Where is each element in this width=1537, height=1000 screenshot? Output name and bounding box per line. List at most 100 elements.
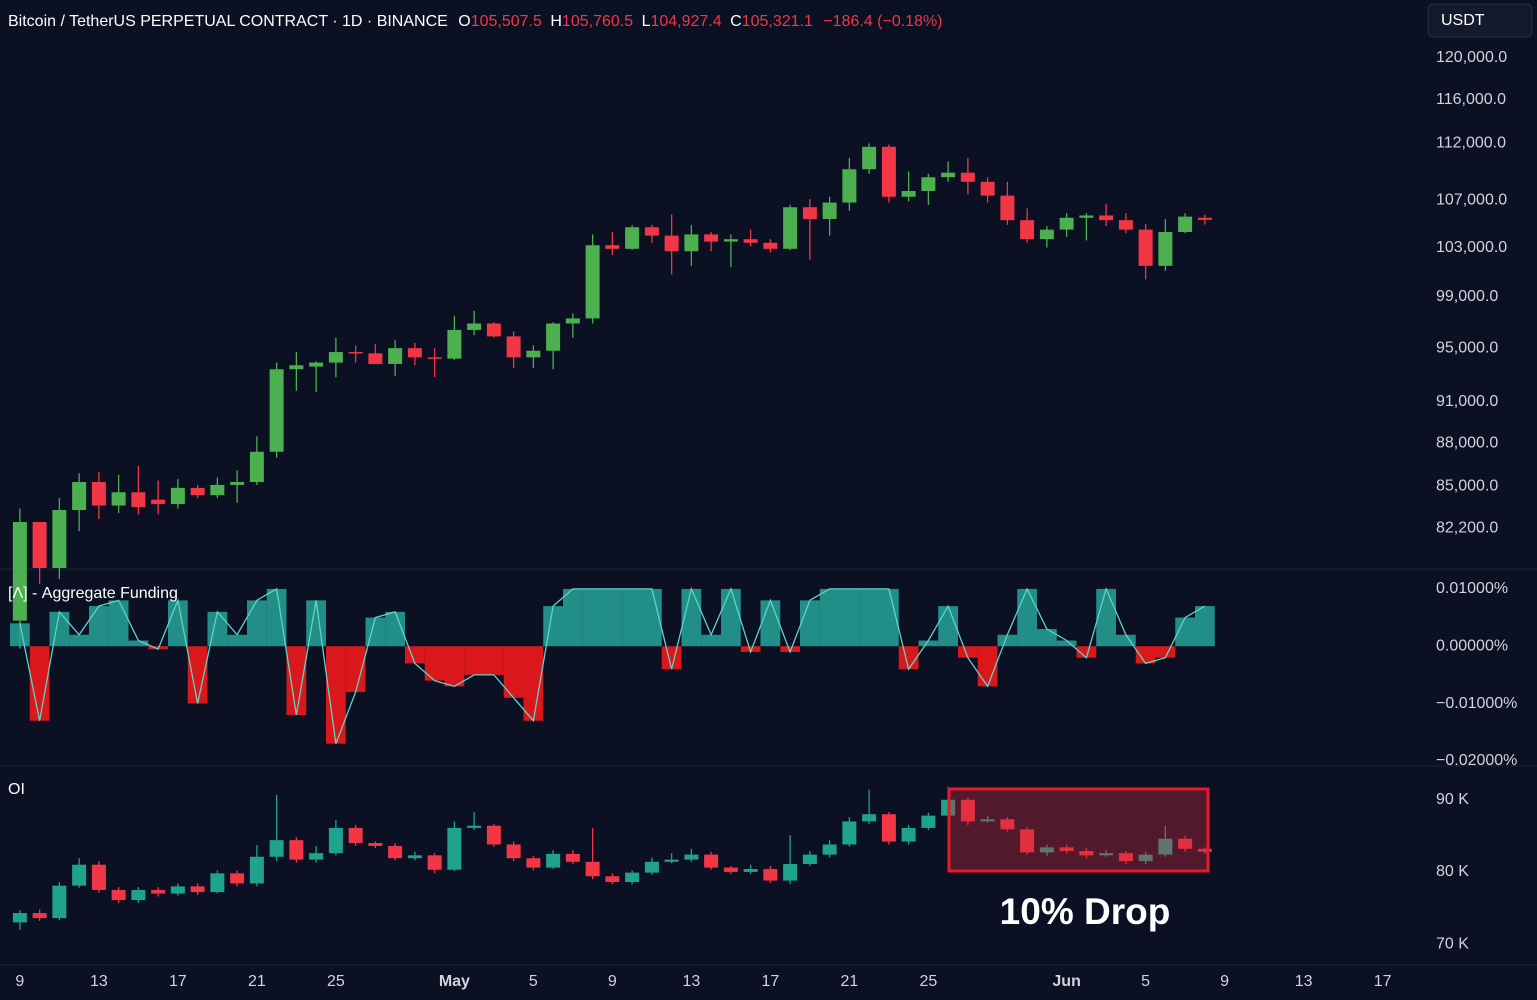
funding-bar xyxy=(977,646,998,687)
candle-body xyxy=(170,487,185,505)
funding-bar xyxy=(997,634,1018,647)
funding-bar xyxy=(800,600,820,647)
funding-bar xyxy=(780,646,800,652)
x-tick-label: Jun xyxy=(1052,973,1080,990)
x-tick-label: 17 xyxy=(1374,973,1392,990)
candle-body xyxy=(111,492,126,506)
candle-body xyxy=(743,869,758,872)
y-tick-label: 91,000.0 xyxy=(1436,393,1498,410)
candle-body xyxy=(822,202,837,219)
candle-body xyxy=(565,318,580,324)
currency-button[interactable] xyxy=(1427,3,1533,38)
header: Bitcoin / TetherUS PERPETUAL CONTRACT · … xyxy=(8,13,943,30)
y-tick-label: 88,000.0 xyxy=(1436,434,1498,451)
candle-body xyxy=(684,234,699,252)
currency-label[interactable]: USDT xyxy=(1441,12,1485,29)
x-tick-label: 17 xyxy=(169,973,187,990)
candle-body xyxy=(723,867,738,872)
candle-body xyxy=(546,323,561,351)
y-tick-label: 70 K xyxy=(1436,935,1469,952)
candle-body xyxy=(1059,217,1074,230)
candle-body xyxy=(526,858,541,868)
funding-bar xyxy=(958,646,978,658)
funding-bar xyxy=(108,600,129,647)
candle-body xyxy=(388,845,403,859)
y-tick-label: 0.00000% xyxy=(1436,637,1508,654)
candle-body xyxy=(52,510,67,568)
candle-body xyxy=(151,499,166,505)
x-tick-label: 5 xyxy=(529,973,538,990)
header-value: 105,507.5 xyxy=(471,13,542,30)
candle-body xyxy=(1197,848,1212,852)
candle-body xyxy=(269,840,284,857)
candle-body xyxy=(72,864,87,886)
y-tick-label: 107,000.0 xyxy=(1436,191,1507,208)
candle-body xyxy=(190,487,205,496)
header-key: C xyxy=(730,13,742,30)
candle-body xyxy=(230,482,245,485)
candle-body xyxy=(1059,847,1074,851)
y-tick-label: −0.01000% xyxy=(1436,695,1517,712)
candle-body xyxy=(486,825,501,845)
funding-bar xyxy=(1096,588,1116,647)
candle-body xyxy=(1039,229,1054,240)
header-key: H xyxy=(550,13,562,30)
candle-body xyxy=(723,239,738,242)
x-tick-label: 25 xyxy=(327,973,345,990)
candle-body xyxy=(842,821,857,845)
funding-bar xyxy=(721,588,741,647)
candle-body xyxy=(921,177,936,191)
funding-bar xyxy=(89,606,109,647)
funding-bar xyxy=(444,646,465,687)
candle-body xyxy=(32,913,47,919)
candle-body xyxy=(1099,853,1114,856)
funding-bar xyxy=(839,588,860,647)
x-tick-label: 21 xyxy=(840,973,858,990)
header-value: 104,927.4 xyxy=(650,13,721,30)
candle-body xyxy=(1079,215,1094,218)
candle-body xyxy=(625,227,640,249)
candle-body xyxy=(862,146,877,170)
candle-body xyxy=(1158,232,1173,266)
candle-body xyxy=(625,872,640,883)
candle-body xyxy=(980,819,995,822)
funding-bar xyxy=(503,646,524,698)
candle-body xyxy=(1138,229,1153,266)
candle-body xyxy=(901,190,916,197)
candle-body xyxy=(210,484,225,496)
funding-bar xyxy=(681,588,702,647)
candle-body xyxy=(960,172,975,182)
candle-body xyxy=(131,889,146,901)
candle-body xyxy=(230,873,245,884)
candle-body xyxy=(1118,853,1133,862)
y-tick-label: 0.01000% xyxy=(1436,580,1508,597)
candle-body xyxy=(546,853,561,868)
candle-body xyxy=(644,227,659,236)
funding-bar xyxy=(1076,646,1097,658)
candle-body xyxy=(131,492,146,508)
y-tick-label: 120,000.0 xyxy=(1436,49,1507,66)
funding-bar xyxy=(405,646,425,664)
candle-body xyxy=(269,369,284,452)
candle-body xyxy=(486,323,501,337)
funding-bar xyxy=(523,646,544,721)
funding-bar xyxy=(760,600,781,647)
funding-bar xyxy=(286,646,307,715)
x-tick-label: 13 xyxy=(1295,973,1313,990)
y-tick-label: −0.02000% xyxy=(1436,752,1517,769)
candle-body xyxy=(526,350,541,358)
y-tick-label: 116,000.0 xyxy=(1436,91,1506,108)
candle-body xyxy=(605,876,620,883)
funding-bar xyxy=(187,646,208,704)
funding-bar xyxy=(29,646,50,721)
funding-bar xyxy=(642,588,662,647)
y-tick-label: 95,000.0 xyxy=(1436,339,1498,356)
candle-body xyxy=(32,522,47,568)
funding-bar xyxy=(602,588,623,647)
funding-bar xyxy=(227,634,247,647)
funding-bar xyxy=(1135,646,1156,664)
funding-bar xyxy=(1017,588,1037,647)
candle-body xyxy=(447,827,462,870)
funding-bar xyxy=(464,646,484,675)
